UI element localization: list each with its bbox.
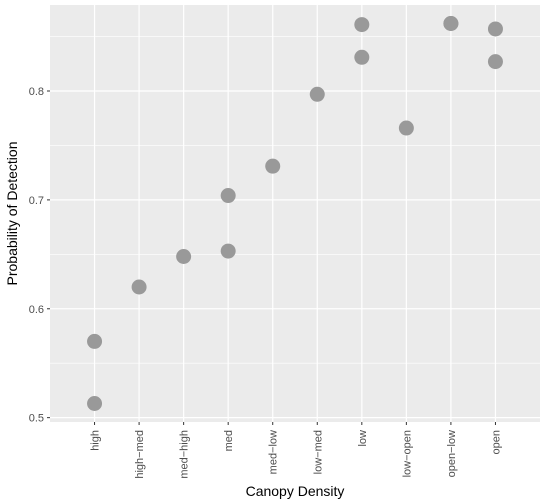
x-tick-label: high [90,430,102,451]
major-gridlines [50,5,540,422]
data-point [487,54,503,70]
y-tick-label: 0.6 [29,304,44,316]
data-point [487,21,503,37]
x-tick-label: high−med [134,430,146,479]
data-point [265,158,281,174]
x-tick-label: low−med [312,430,324,474]
x-tick-label: low−open [401,430,413,477]
x-axis-ticks: high high−med med−high med med−low low−med low… [90,422,502,479]
data-point [176,249,192,265]
plot-panel [50,5,540,422]
data-point [87,333,103,349]
x-tick-label: low [357,430,369,447]
data-point [398,120,414,136]
x-tick-label: open−low [446,430,458,477]
y-axis-ticks: 0.5 0.6 0.7 0.8 [29,86,50,425]
data-points [87,16,503,411]
x-axis-title: Canopy Density [246,483,345,499]
y-tick-label: 0.7 [29,195,44,207]
y-tick-label: 0.8 [29,86,44,98]
x-tick-label: med−low [268,430,280,474]
x-tick-label: med [223,430,235,451]
data-point [354,17,370,33]
data-point [309,86,325,102]
y-tick-label: 0.5 [29,413,44,425]
data-point [131,279,147,295]
y-axis-title: Probability of Detection [4,142,20,286]
x-tick-label: med−high [179,430,191,479]
data-point [354,49,370,65]
data-point [220,188,236,204]
data-point [443,16,459,32]
x-tick-label: open [490,430,502,454]
minor-gridlines [50,36,540,364]
data-point [220,243,236,259]
data-point [87,395,103,411]
